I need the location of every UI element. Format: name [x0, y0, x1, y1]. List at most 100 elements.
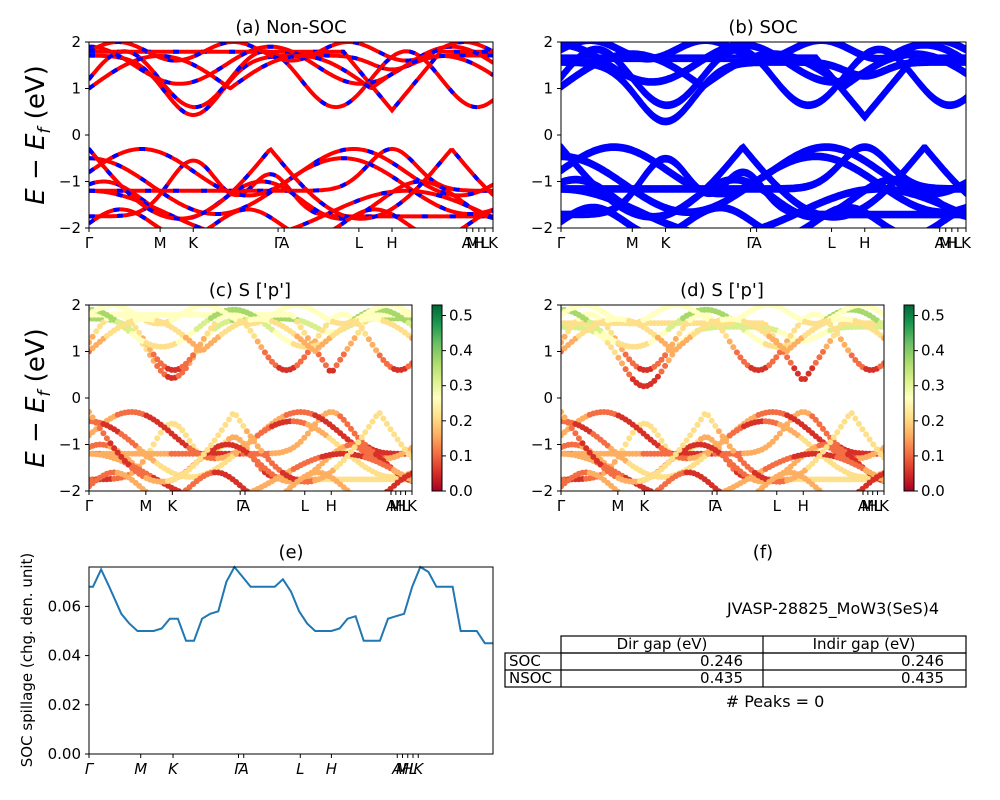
band-point — [276, 493, 282, 499]
band-point — [197, 496, 203, 502]
band-point — [218, 427, 225, 434]
band-point — [330, 367, 336, 374]
band-line — [561, 207, 966, 228]
xtick-label: Γ — [85, 760, 95, 778]
panel-d-title: (d) S ['p'] — [680, 280, 764, 301]
band-point — [762, 321, 769, 328]
colorbar-tick-label: 0.4 — [921, 342, 945, 360]
band-point — [672, 451, 679, 458]
band-point — [575, 435, 582, 442]
band-point — [665, 459, 672, 466]
band-point — [186, 356, 193, 363]
band-point — [841, 341, 848, 348]
band-point — [383, 420, 390, 427]
ytick-label: 2 — [543, 33, 553, 51]
xtick-label: M — [396, 760, 409, 778]
band-point — [776, 430, 783, 437]
xtick-label: K — [188, 234, 199, 252]
band-point — [881, 444, 884, 451]
xtick-label: K — [639, 497, 650, 515]
band-point — [157, 367, 164, 374]
band-point — [215, 497, 221, 503]
band-point — [370, 497, 376, 503]
band-point — [719, 327, 726, 334]
band-point — [622, 351, 629, 358]
ytick-label: 1 — [71, 343, 81, 361]
band-point — [658, 356, 665, 363]
spillage-ylabel: SOC spillage (chg. den. unit) — [18, 553, 36, 768]
band-point — [387, 426, 394, 433]
band-point — [848, 410, 855, 417]
band-point — [251, 333, 258, 339]
xtick-label: K — [407, 497, 418, 515]
band-point — [730, 497, 736, 503]
band-point — [658, 437, 665, 444]
xtick-label: A — [462, 234, 473, 252]
band-line — [561, 203, 966, 228]
xtick-label: K — [879, 497, 890, 515]
band-point — [834, 429, 841, 436]
band-line-dash — [89, 54, 493, 91]
xtick-label: M — [139, 497, 152, 515]
xtick-label: H — [395, 497, 406, 515]
band-point — [258, 497, 264, 503]
xtick-label: L — [301, 497, 310, 515]
xtick-label: Γ — [708, 497, 717, 515]
band-point — [304, 430, 311, 437]
band-point — [852, 357, 859, 363]
band-point — [845, 347, 852, 354]
xtick-label: K — [413, 760, 424, 778]
band-point — [373, 496, 379, 502]
ytick-label: 0 — [71, 126, 81, 144]
band-point — [391, 431, 398, 438]
band-point — [258, 344, 265, 351]
band-line — [561, 54, 966, 91]
band-point — [647, 423, 654, 430]
band-point — [319, 356, 326, 363]
gap-table — [504, 635, 967, 688]
band-point — [673, 496, 679, 502]
band-point — [154, 356, 161, 363]
band-point — [816, 354, 823, 361]
table-cell: 0.246 — [700, 652, 743, 670]
band-point — [669, 496, 675, 502]
band-point — [830, 434, 837, 441]
xtick-label: H — [473, 234, 484, 252]
band-point — [572, 430, 579, 437]
xtick-label: Γ — [234, 760, 244, 778]
table-header-dir: Dir gap (eV) — [617, 635, 708, 653]
band-point — [208, 325, 214, 332]
band-point — [665, 357, 672, 364]
ytick-label: 0 — [543, 126, 553, 144]
xtick-label: L — [873, 497, 882, 515]
band-point — [791, 327, 798, 334]
band-point — [154, 496, 160, 502]
band-point — [787, 332, 794, 339]
band-point — [362, 497, 368, 503]
colorbar-tick-label: 0.5 — [921, 307, 945, 325]
ytick-label: 0.04 — [48, 647, 81, 665]
band-point — [658, 368, 665, 375]
band-point — [121, 457, 128, 464]
band-point — [816, 421, 823, 428]
band-point — [376, 410, 383, 417]
band-point — [261, 452, 268, 459]
ytick-label: 2 — [543, 296, 553, 314]
band-point — [249, 490, 252, 491]
band-point — [727, 495, 733, 501]
band-point — [687, 497, 693, 503]
band-point — [340, 351, 347, 358]
band-point — [626, 496, 632, 502]
band-point — [838, 497, 844, 503]
band-point — [834, 330, 841, 337]
band-point — [830, 325, 837, 332]
xtick-label: L — [401, 497, 410, 515]
band-point — [745, 495, 751, 501]
band-point — [301, 434, 308, 441]
table-cell: 0.435 — [700, 669, 743, 687]
band-point — [348, 425, 354, 432]
band-point — [258, 447, 265, 454]
band-point — [158, 497, 164, 503]
band-point — [89, 333, 96, 340]
